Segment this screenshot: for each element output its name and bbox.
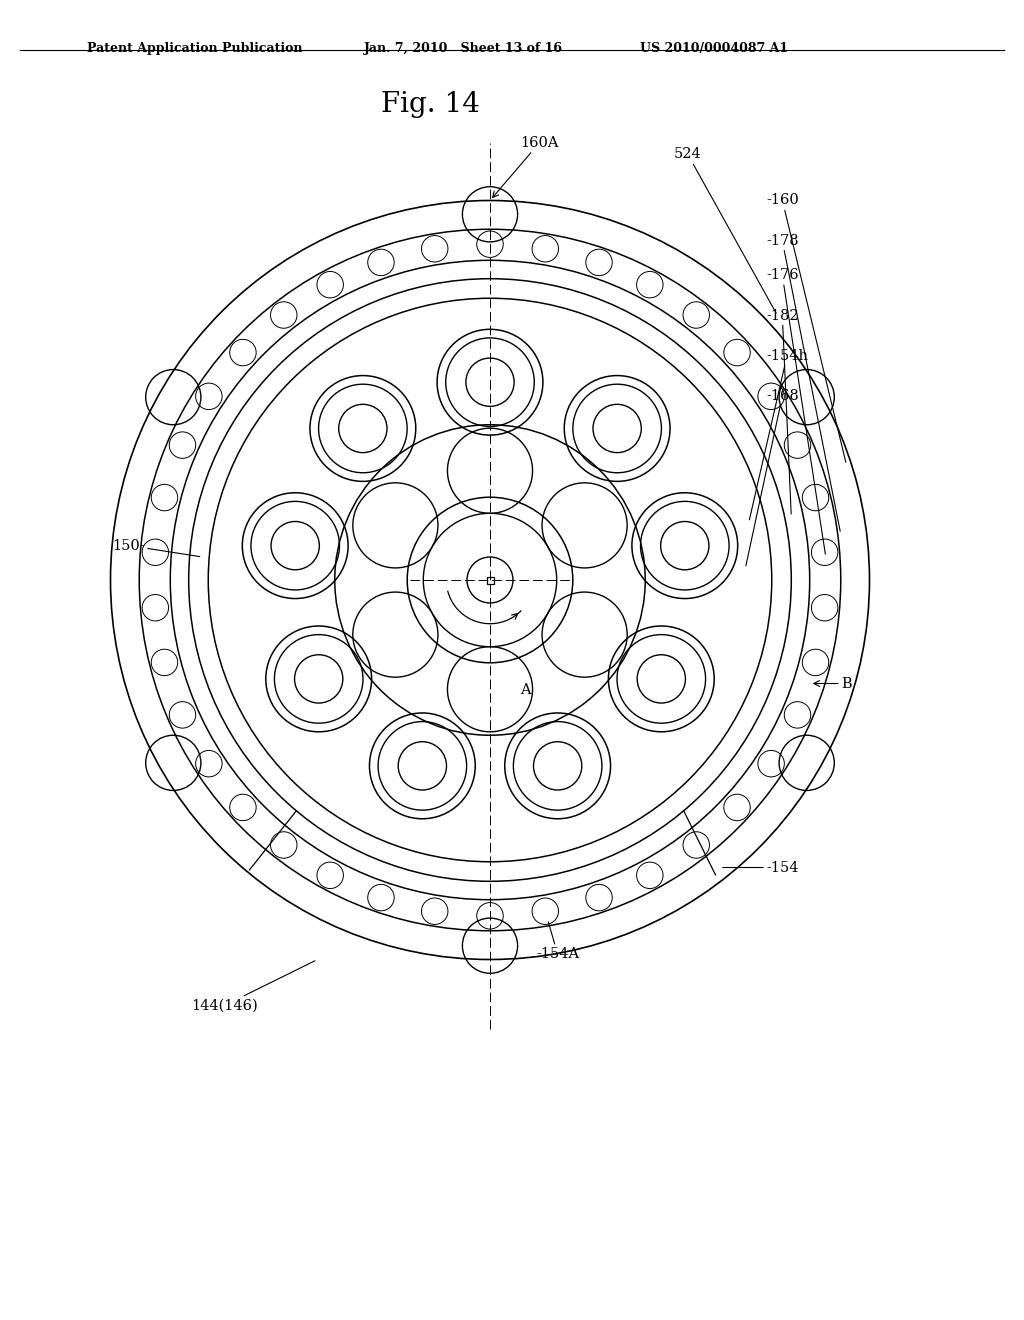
Text: B: B <box>814 676 851 690</box>
Text: 144(146): 144(146) <box>191 961 315 1012</box>
Text: -154h: -154h <box>750 348 808 520</box>
Text: -168: -168 <box>745 389 799 566</box>
Text: -176: -176 <box>766 268 825 554</box>
Text: 150-: 150- <box>113 539 200 557</box>
Text: 160A: 160A <box>493 136 558 198</box>
Text: US 2010/0004087 A1: US 2010/0004087 A1 <box>640 42 788 55</box>
Text: Fig. 14: Fig. 14 <box>381 91 479 119</box>
Text: -154: -154 <box>723 861 799 874</box>
Text: 524: 524 <box>674 148 776 313</box>
Text: -154A: -154A <box>536 921 580 961</box>
Text: Patent Application Publication: Patent Application Publication <box>87 42 302 55</box>
Text: Jan. 7, 2010   Sheet 13 of 16: Jan. 7, 2010 Sheet 13 of 16 <box>364 42 562 55</box>
Text: -160: -160 <box>766 194 846 462</box>
Text: -182: -182 <box>766 309 799 513</box>
Text: -178: -178 <box>766 234 841 531</box>
Bar <box>486 577 494 583</box>
Text: A: A <box>520 682 530 697</box>
